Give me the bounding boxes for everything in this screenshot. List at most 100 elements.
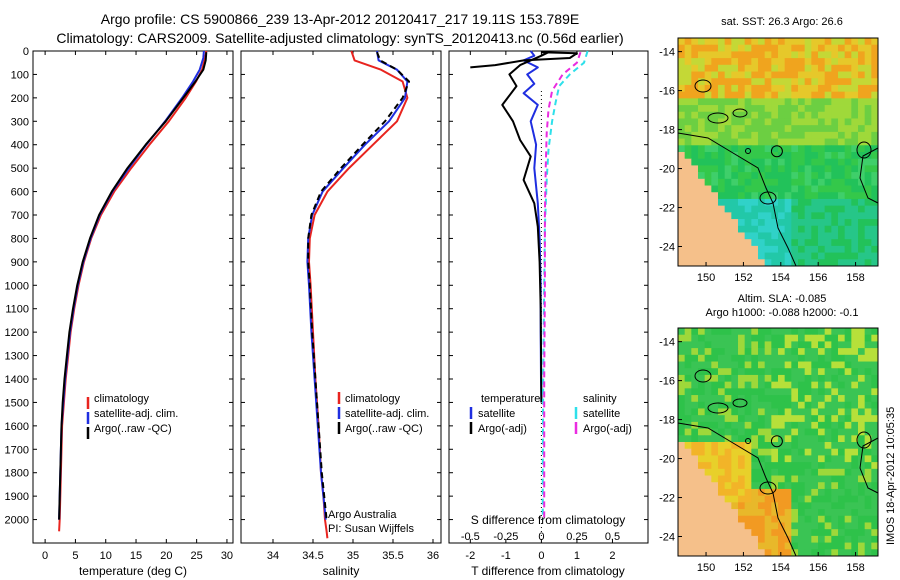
map-cell [831,172,839,180]
map-cell [718,105,726,113]
map-cell [791,78,799,86]
map-cell [764,64,772,72]
map-cell [798,138,806,146]
map-cell [844,84,852,93]
map-cell [851,401,859,409]
map-cell [798,475,806,483]
map-cell [711,502,719,510]
map-cell [704,165,712,173]
map-cell [744,185,752,193]
map-cell [724,421,732,429]
map-cell [698,408,706,416]
map-cell [718,468,726,476]
map-cell [764,542,772,550]
map-cell [678,64,686,72]
map-cell [751,212,759,220]
map-cell [691,239,699,247]
map-cell [831,502,839,510]
map-cell [684,381,692,389]
map-cell [844,98,852,106]
map-cell [764,172,772,180]
map-cell [744,165,752,173]
map-cell [838,535,846,543]
s-difference-xlabel: S difference from climatology [471,513,626,527]
map-cell [751,51,759,59]
map-cell [831,131,839,139]
map-cell [784,165,792,173]
map-cell [838,91,846,99]
map-cell [718,495,726,503]
map-cell [804,138,812,146]
lat-tick-label: -22 [659,203,675,215]
map-cell [838,368,846,376]
map-cell [764,232,772,240]
map-cell [691,91,699,99]
map-cell [764,522,772,530]
map-cell [744,509,752,517]
map-cell [738,145,746,153]
map-cell [864,448,872,456]
map-cell [724,475,732,483]
map-cell [818,198,826,207]
lat-tick-label: -18 [659,415,675,427]
map-cell [758,232,766,240]
map-cell [778,395,786,403]
map-cell [784,529,792,537]
map-cell [711,395,719,403]
map-cell [851,328,859,336]
map-cell [844,348,852,356]
map-cell [691,198,699,207]
map-cell [704,522,712,530]
map-cell [864,482,872,490]
map-cell [851,428,859,436]
map-cell [844,178,852,186]
map-cell [698,84,706,93]
map-cell [818,468,826,476]
map-cell [811,64,819,72]
map-cell [798,442,806,450]
map-cell [731,421,739,429]
map-cell [831,111,839,119]
map-cell [784,421,792,429]
map-cell [704,192,712,200]
map-cell [811,535,819,543]
map-cell [844,232,852,240]
map-cell [691,105,699,113]
map-cell [798,152,806,160]
map-cell [704,421,712,429]
map-cell [871,529,879,537]
map-cell [678,205,686,213]
map-cell [751,71,759,79]
map-cell [804,239,812,247]
map-cell [778,111,786,119]
lon-tick-label: 150 [697,272,715,284]
map-cell [731,542,739,550]
map-cell [718,401,726,409]
map-cell [818,381,826,389]
map-cell [804,482,812,490]
map-cell [678,442,686,450]
map-cell [844,158,852,166]
map-cell [824,38,832,46]
map-cell [871,428,879,436]
map-cell [751,91,759,99]
map-cell [704,145,712,153]
s-diff-tick-label: 0.25 [566,531,587,543]
map-cell [758,448,766,456]
map-cell [684,328,692,336]
map-cell [818,145,826,153]
map-cell [751,408,759,416]
map-cell [818,225,826,233]
map-cell [678,78,686,86]
map-cell [784,348,792,356]
map-cell [724,361,732,369]
map-cell [871,488,879,497]
map-cell [764,78,772,86]
map-cell [851,395,859,403]
map-cell [864,348,872,356]
map-cell [764,515,772,523]
map-cell [844,435,852,443]
depth-contour [859,437,879,494]
map-cell [798,158,806,166]
map-cell [764,354,772,362]
